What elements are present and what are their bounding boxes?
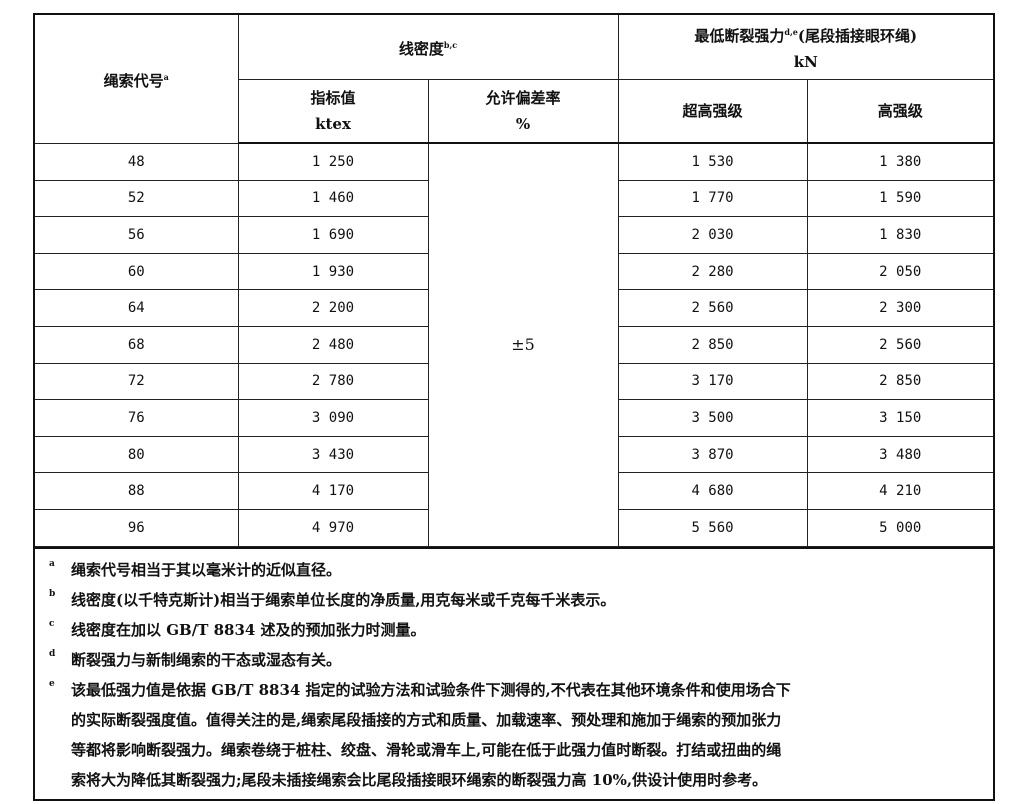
cell-nominal-density: 2 200 bbox=[237, 289, 429, 327]
footnote-e: e 该最低强力值是依据 GB/T 8834 指定的试验方法和试验条件下测得的,不代… bbox=[49, 675, 993, 795]
cell-nominal-density: 1 930 bbox=[237, 252, 429, 291]
header-nominal: 指标值 ktex bbox=[238, 78, 429, 144]
header-super-high: 超高强级 bbox=[617, 78, 808, 144]
footnote-c: c 线密度在加以 GB/T 8834 述及的预加张力时测量。 bbox=[49, 615, 993, 645]
footnote-mark: b bbox=[49, 588, 56, 599]
table-row: 60 1 930 2 280 2 050 bbox=[35, 252, 993, 291]
footnotes: a 绳索代号相当于其以毫米计的近似直径。 b 线密度(以千特克斯计)相当于绳索单位长度… bbox=[35, 546, 993, 799]
footnote-text: 的实际断裂强度值。值得关注的是,绳索尾段插接的方式和质量、加载速率、预处理和施加… bbox=[71, 710, 782, 729]
table-row: 56 1 690 2 030 1 830 bbox=[35, 216, 993, 254]
footnote-b: b 线密度(以千特克斯计)相当于绳索单位长度的净质量,用克每米或千克每千米表示。 bbox=[49, 585, 993, 615]
cell-rope-code: 52 bbox=[35, 179, 239, 218]
cell-high: 2 050 bbox=[806, 252, 993, 291]
cell-rope-code: 60 bbox=[35, 252, 239, 291]
cell-high: 1 380 bbox=[806, 142, 993, 181]
footnote-text: 等都将影响断裂强力。绳索卷绕于桩柱、绞盘、滑轮或滑车上,可能在低于此强力值时断裂… bbox=[71, 740, 782, 759]
cell-nominal-density: 1 460 bbox=[237, 179, 429, 218]
cell-rope-code: 96 bbox=[35, 508, 239, 547]
cell-super-high: 1 530 bbox=[617, 142, 808, 181]
cell-nominal-density: 3 430 bbox=[237, 435, 429, 474]
cell-nominal-density: 2 480 bbox=[237, 325, 429, 364]
header-high: 高强级 bbox=[806, 78, 993, 144]
cell-super-high: 3 170 bbox=[617, 362, 808, 401]
cell-nominal-density: 3 090 bbox=[237, 399, 429, 437]
footnote-text: 绳索代号相当于其以毫米计的近似直径。 bbox=[71, 560, 342, 579]
cell-super-high: 2 030 bbox=[617, 216, 808, 254]
cell-nominal-density: 1 250 bbox=[237, 142, 429, 181]
cell-rope-code: 68 bbox=[35, 325, 239, 364]
footnote-d: d 断裂强力与新制绳索的干态或湿态有关。 bbox=[49, 645, 993, 675]
cell-super-high: 4 680 bbox=[617, 472, 808, 510]
header-tolerance: 允许偏差率% bbox=[427, 78, 619, 144]
footnote-mark: c bbox=[49, 618, 55, 629]
cell-high: 4 210 bbox=[806, 472, 993, 510]
cell-nominal-density: 2 780 bbox=[237, 362, 429, 401]
cell-high: 2 850 bbox=[806, 362, 993, 401]
footnote-text: 线密度(以千特克斯计)相当于绳索单位长度的净质量,用克每米或千克每千米表示。 bbox=[71, 590, 616, 609]
cell-rope-code: 56 bbox=[35, 216, 239, 254]
spec-table-container: 绳索代号a 线密度b,c 最低断裂强力d,e(尾段插接眼环绳) kN 指标值 kte… bbox=[33, 13, 995, 801]
cell-super-high: 3 500 bbox=[617, 399, 808, 437]
cell-rope-code: 80 bbox=[35, 435, 239, 474]
footnote-text: 该最低强力值是依据 GB/T 8834 指定的试验方法和试验条件下测得的,不代表… bbox=[71, 680, 791, 699]
cell-super-high: 2 280 bbox=[617, 252, 808, 291]
footnote-a: a 绳索代号相当于其以毫米计的近似直径。 bbox=[49, 555, 993, 585]
cell-super-high: 2 560 bbox=[617, 289, 808, 327]
table-row: 68 2 480 2 850 2 560 bbox=[35, 325, 993, 364]
cell-nominal-density: 4 170 bbox=[237, 472, 429, 510]
footnote-mark: e bbox=[49, 678, 55, 689]
footnote-mark: d bbox=[49, 648, 56, 659]
table-row: 48 1 250 ±5 1 530 1 380 bbox=[35, 142, 993, 547]
table-row: 64 2 200 2 560 2 300 bbox=[35, 289, 993, 327]
cell-rope-code: 48 bbox=[35, 142, 239, 181]
table-row: 96 4 970 5 560 5 000 bbox=[35, 508, 993, 547]
footnote-text: 线密度在加以 GB/T 8834 述及的预加张力时测量。 bbox=[71, 620, 426, 639]
table-row: 80 3 430 3 870 3 480 bbox=[35, 435, 993, 474]
cell-high: 1 830 bbox=[806, 216, 993, 254]
cell-tolerance: ±5 bbox=[427, 142, 619, 547]
header-rope-code: 绳索代号a bbox=[35, 15, 239, 144]
cell-rope-code: 72 bbox=[35, 362, 239, 401]
cell-high: 2 300 bbox=[806, 289, 993, 327]
cell-high: 3 480 bbox=[806, 435, 993, 474]
footnote-text: 断裂强力与新制绳索的干态或湿态有关。 bbox=[71, 650, 342, 669]
cell-super-high: 5 560 bbox=[617, 508, 808, 547]
footnote-text: 索将大为降低其断裂强力;尾段未插接绳索会比尾段插接眼环绳索的断裂强力高 10%,… bbox=[71, 770, 768, 789]
cell-high: 2 560 bbox=[806, 325, 993, 364]
rope-spec-table: 绳索代号a 线密度b,c 最低断裂强力d,e(尾段插接眼环绳) kN 指标值 kte… bbox=[35, 15, 993, 547]
cell-high: 3 150 bbox=[806, 399, 993, 437]
cell-high: 1 590 bbox=[806, 179, 993, 218]
header-linear-density: 线密度b,c bbox=[237, 15, 619, 80]
cell-rope-code: 88 bbox=[35, 472, 239, 510]
cell-super-high: 2 850 bbox=[617, 325, 808, 364]
cell-super-high: 1 770 bbox=[617, 179, 808, 218]
cell-nominal-density: 1 690 bbox=[237, 216, 429, 254]
footnote-mark: a bbox=[49, 558, 55, 569]
cell-rope-code: 64 bbox=[35, 289, 239, 327]
cell-super-high: 3 870 bbox=[617, 435, 808, 474]
cell-high: 5 000 bbox=[806, 508, 993, 547]
cell-nominal-density: 4 970 bbox=[237, 508, 429, 547]
cell-rope-code: 76 bbox=[35, 399, 239, 437]
header-min-breaking-force: 最低断裂强力d,e(尾段插接眼环绳) kN bbox=[617, 15, 993, 80]
